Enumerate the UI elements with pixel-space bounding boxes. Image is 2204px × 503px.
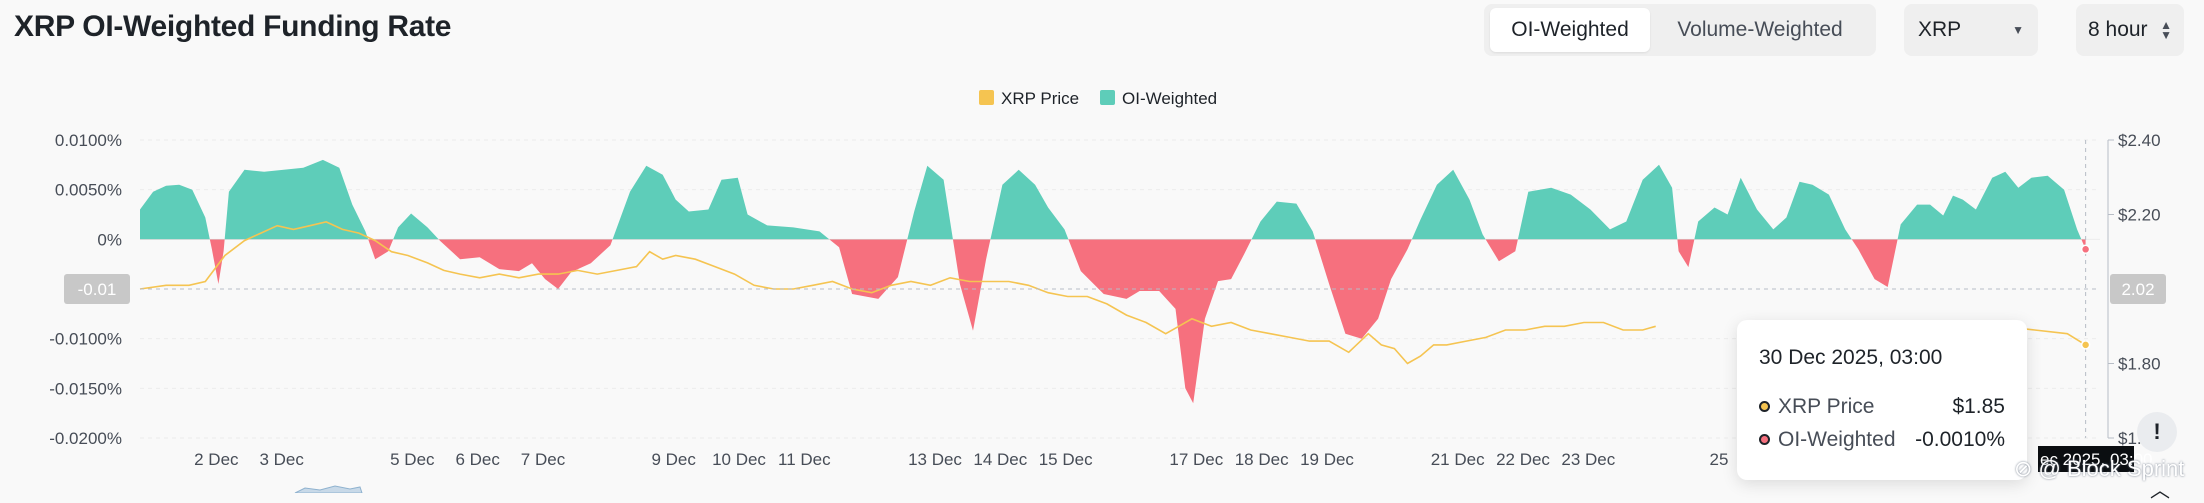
watermark: ⊘ @ Block Sprint <box>2014 456 2185 481</box>
x-tick-label: 19 Dec <box>1300 450 1354 469</box>
crosshair-label-right: 2.02 <box>2121 280 2154 299</box>
tooltip-row-oi: OI-Weighted -0.0010% <box>1759 423 2005 456</box>
x-tick-label: 10 Dec <box>712 450 766 469</box>
y-tick-label-left: 0% <box>97 230 122 249</box>
legend-label-price: XRP Price <box>1001 89 1079 108</box>
x-tick-label: 17 Dec <box>1169 450 1223 469</box>
x-tick-label: 11 Dec <box>778 450 831 469</box>
alert-icon: ! <box>2153 419 2161 444</box>
x-tick-label: 22 Dec <box>1496 450 1550 469</box>
x-tick-label: 2 Dec <box>194 450 239 469</box>
oi-dot-icon <box>1759 434 1770 445</box>
interval-select-value: 8 hour <box>2088 18 2148 41</box>
x-tick-label: 15 Dec <box>1039 450 1093 469</box>
y-tick-label-left: -0.0150% <box>49 379 122 398</box>
x-tick-label: 7 Dec <box>521 450 566 469</box>
page-title: XRP OI-Weighted Funding Rate <box>14 10 452 43</box>
chart-tooltip: 30 Dec 2025, 03:00 XRP Price $1.85 OI-We… <box>1737 320 2027 480</box>
x-tick-label: 9 Dec <box>651 450 696 469</box>
legend-label-oi: OI-Weighted <box>1122 89 1217 108</box>
y-tick-label-left: 0.0100% <box>55 131 122 150</box>
range-slider-preview <box>294 485 363 493</box>
crosshair-label-left-bg <box>64 274 130 304</box>
crosshair-label-bottom-bg <box>2038 446 2134 472</box>
hover-dot-oi <box>2080 244 2091 255</box>
legend-swatch-oi <box>1100 90 1115 105</box>
crosshair-label-left: -0.01 <box>78 280 117 299</box>
tooltip-row-value: -0.0010% <box>1915 427 2005 451</box>
x-tick-label: 14 Dec <box>973 450 1027 469</box>
crosshair-label-right-bg <box>2110 274 2166 304</box>
y-tick-label-left: 0.0050% <box>55 181 122 200</box>
sort-arrows-icon: ▲ ▼ <box>2160 18 2172 42</box>
chevron-up-icon[interactable]: ︿ <box>2150 480 2170 502</box>
tooltip-row-label: OI-Weighted <box>1778 427 1896 451</box>
legend-swatch-price <box>979 90 994 105</box>
interval-select[interactable]: 8 hour ▲ ▼ <box>2076 4 2184 56</box>
y-tick-label-left: -0.0100% <box>49 330 122 349</box>
y-tick-label-left: -0.0200% <box>49 429 122 448</box>
tab-oi-weighted[interactable]: OI-Weighted <box>1490 8 1650 52</box>
price-dot-icon <box>1759 401 1770 412</box>
x-tick-label: 18 Dec <box>1235 450 1289 469</box>
x-tick-label: 23 Dec <box>1561 450 1615 469</box>
oi-weighted-area-positive <box>140 159 2086 240</box>
coin-select[interactable]: XRP ▼ <box>1904 4 2038 56</box>
tooltip-row-value: $1.85 <box>1952 394 2005 418</box>
y-tick-label-right: $2.40 <box>2118 131 2161 150</box>
x-tick-label: 25 <box>1710 450 1729 469</box>
x-tick-label: 3 Dec <box>259 450 304 469</box>
hover-dot-price <box>2080 340 2091 350</box>
x-tick-label: 5 Dec <box>390 450 435 469</box>
oi-weighted-area-negative <box>209 239 2086 404</box>
tooltip-datetime: 30 Dec 2025, 03:00 <box>1759 346 1943 369</box>
x-tick-label: 21 Dec <box>1431 450 1485 469</box>
coin-select-value: XRP <box>1918 18 1962 41</box>
weighting-toggle: OI-Weighted Volume-Weighted <box>1484 4 1876 56</box>
y-tick-label-right: $2.20 <box>2118 206 2161 225</box>
tab-volume-weighted[interactable]: Volume-Weighted <box>1677 18 1843 41</box>
tooltip-row-label: XRP Price <box>1778 394 1875 418</box>
x-tick-label: 13 Dec <box>908 450 962 469</box>
x-tick-label: 6 Dec <box>455 450 500 469</box>
tooltip-row-price: XRP Price $1.85 <box>1759 390 2005 423</box>
y-tick-label-right: $1.80 <box>2118 355 2161 374</box>
crosshair-label-bottom: ec 2025, 03:00 <box>2040 450 2152 469</box>
caret-down-icon: ▼ <box>2012 23 2024 37</box>
help-button[interactable]: ! <box>2137 412 2177 452</box>
